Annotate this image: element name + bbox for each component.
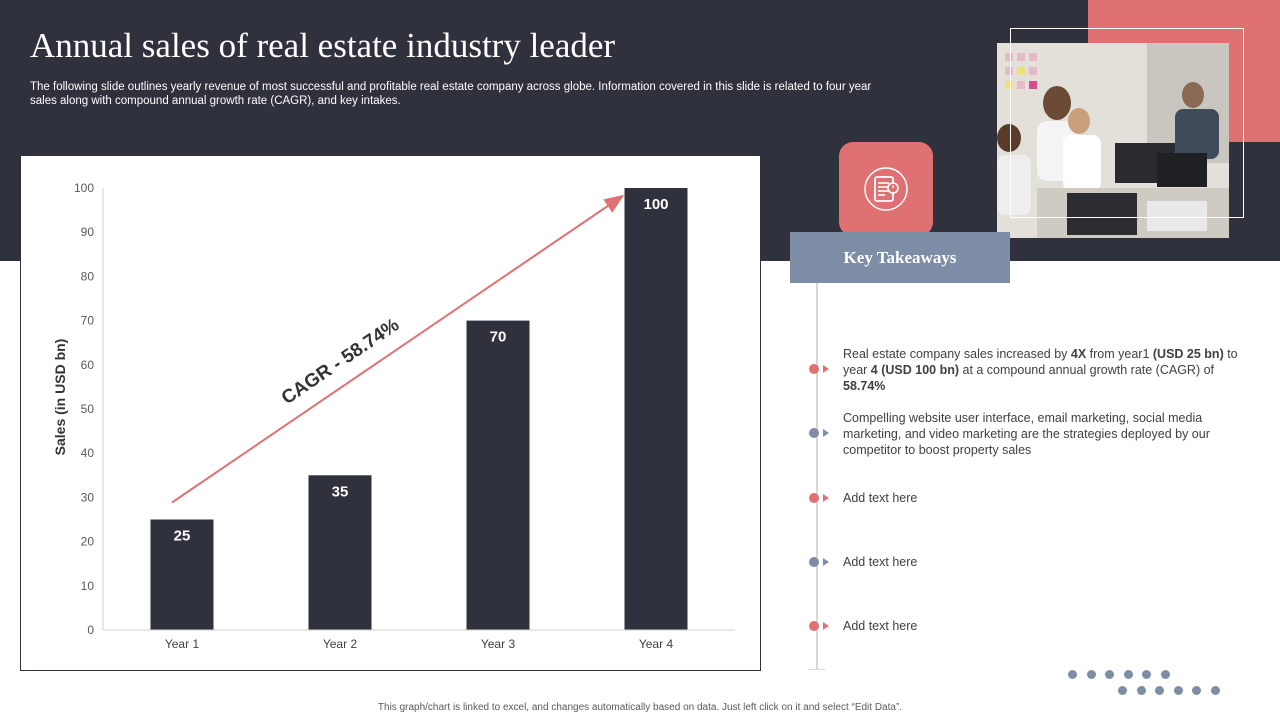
office-team-photo [997, 43, 1229, 238]
takeaway-highlight: 58.74% [843, 379, 886, 393]
key-takeaways-header: Key Takeaways [790, 232, 1010, 283]
takeaway-text-part: Compelling website user interface, email… [843, 411, 1210, 457]
decorative-dot [1068, 670, 1077, 679]
takeaway-highlight: 4X [1070, 347, 1087, 361]
takeaway-item-text: Add text here [843, 618, 1243, 634]
cagr-annotation: CAGR - 58.74% [278, 314, 403, 409]
takeaway-text-part: from year1 [1086, 347, 1153, 361]
page-title: Annual sales of real estate industry lea… [30, 26, 616, 65]
timeline-bullet-arrow-icon [823, 622, 829, 630]
bar-year-2 [308, 475, 372, 630]
x-tick-label: Year 1 [165, 637, 200, 651]
timeline-bullet-dot [809, 621, 819, 631]
takeaway-text-part: Real estate company sales increased by [843, 347, 1071, 361]
x-tick-label: Year 2 [323, 637, 358, 651]
y-tick-label: 40 [81, 446, 95, 460]
document-clipboard-icon [864, 167, 908, 211]
timeline-bullet-dot [809, 557, 819, 567]
photo-illustration [997, 43, 1229, 238]
takeaway-item-text: Compelling website user interface, email… [843, 410, 1243, 458]
decorative-dot [1173, 686, 1183, 695]
chart-footnote: This graph/chart is linked to excel, and… [377, 702, 903, 713]
timeline-bullet-arrow-icon [823, 365, 829, 373]
timeline-bullet-arrow-icon [823, 429, 829, 437]
decorative-dot [1136, 686, 1146, 695]
takeaway-text-part: Add text here [843, 491, 918, 505]
y-tick-label: 0 [87, 623, 94, 637]
takeaway-text-part: Add text here [843, 619, 918, 633]
takeaway-item-text: Add text here [843, 554, 1243, 570]
bar-data-label: 35 [332, 483, 349, 500]
timeline-line [816, 283, 818, 670]
decorative-dot [1160, 670, 1170, 679]
decorative-dot [1118, 686, 1127, 695]
takeaway-text-part: Add text here [843, 555, 918, 569]
bar-chart: 0 10 20 30 40 50 60 70 80 90 100 25 35 70 100 Year 1 Y… [52, 181, 735, 651]
y-tick-label: 20 [81, 535, 95, 549]
bar-data-label: 25 [174, 528, 191, 545]
takeaway-text-part: to year [843, 347, 1238, 377]
y-tick-label: 10 [81, 579, 95, 593]
timeline-bullet-dot [809, 493, 819, 503]
timeline-bullet-arrow-icon [823, 558, 829, 566]
bar-data-label: 70 [490, 329, 507, 346]
timeline-bullet-arrow-icon [823, 494, 829, 502]
decorative-dot [1105, 670, 1114, 679]
y-tick-label: 80 [81, 269, 95, 283]
y-tick-label: 100 [74, 181, 94, 195]
decorative-dot [1192, 686, 1201, 695]
y-axis-label: Sales (in USD bn) [52, 339, 68, 456]
y-tick-label: 70 [81, 314, 95, 328]
y-tick-label: 60 [81, 358, 95, 372]
x-tick-label: Year 4 [639, 637, 674, 651]
takeaway-highlight: (USD 25 bn) [1152, 347, 1224, 361]
document-clipboard-icon-tile [839, 142, 933, 236]
timeline-bullet-dot [809, 364, 819, 374]
bar-year-3 [466, 320, 530, 630]
timeline-bullet-dot [809, 428, 819, 438]
x-tick-label: Year 3 [481, 637, 516, 651]
bar-year-4 [624, 188, 688, 630]
takeaway-item-text: Real estate company sales increased by 4… [843, 346, 1243, 394]
decorative-dot [1086, 670, 1096, 679]
timeline-foot [809, 669, 825, 670]
y-tick-label: 50 [81, 402, 95, 416]
photo-frame [1010, 28, 1244, 218]
takeaway-text-part: at a compound annual growth rate (CAGR) … [959, 363, 1215, 377]
takeaway-highlight: 4 (USD 100 bn) [870, 363, 960, 377]
chart-container: 0 10 20 30 40 50 60 70 80 90 100 25 35 70 100 Year 1 Y… [20, 155, 761, 671]
page-subtitle: The following slide outlines yearly reve… [30, 81, 872, 107]
decorative-dot [1123, 670, 1133, 679]
y-tick-label: 30 [81, 490, 95, 504]
decorative-dot [1142, 670, 1151, 679]
bar-year-1 [150, 519, 214, 630]
takeaway-item-text: Add text here [843, 490, 1243, 506]
bar-data-label: 100 [643, 196, 668, 213]
cagr-trend-arrow [171, 194, 625, 504]
decorative-dot [1155, 686, 1164, 695]
decorative-dot [1210, 686, 1220, 695]
y-tick-label: 90 [81, 225, 95, 239]
